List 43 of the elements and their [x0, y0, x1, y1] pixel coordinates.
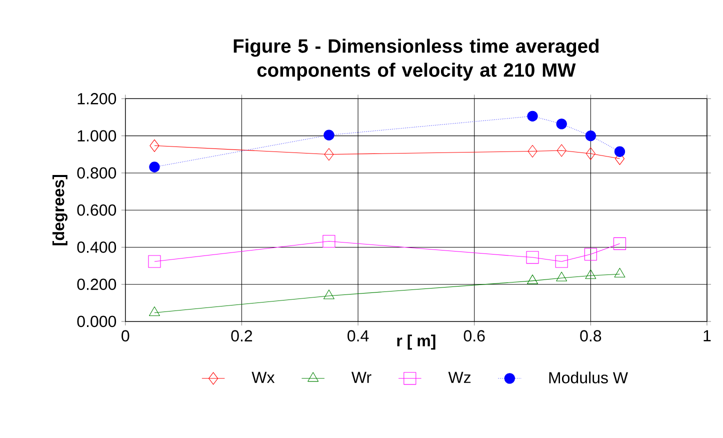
- x-tick-label: 0.4: [348, 330, 369, 342]
- point: [148, 255, 161, 268]
- x-tick-label: 1: [704, 330, 711, 342]
- x-tick-label: 0.2: [231, 330, 252, 342]
- point: [528, 145, 538, 158]
- legend-label: Wz: [448, 372, 471, 384]
- y-tick-label: 1.200: [78, 93, 116, 105]
- x-tick-label: 0: [122, 330, 130, 342]
- point: [556, 272, 568, 282]
- y-tick-label: 0.600: [77, 204, 116, 216]
- point: [556, 144, 566, 157]
- legend-label: Wx: [252, 372, 275, 384]
- point: [149, 306, 160, 316]
- y-tick-label: 0.200: [77, 278, 116, 290]
- x-tick-label: 0.6: [464, 330, 485, 342]
- point: [614, 268, 626, 278]
- point: [323, 290, 334, 300]
- y-tick-label: 1.000: [78, 130, 116, 142]
- point: [586, 148, 596, 160]
- point: [613, 238, 626, 250]
- point: [526, 251, 539, 264]
- point: [324, 130, 334, 141]
- y-tick-label: 0.800: [77, 168, 116, 179]
- point: [585, 130, 596, 142]
- x-tick-label: 0.8: [580, 330, 602, 342]
- chart-title: Figure 5 - Dimensionless time averaged components of velocity at 210 MW: [234, 38, 598, 81]
- point: [150, 140, 160, 152]
- y-tick-label: 0.400: [77, 242, 116, 254]
- point: [584, 248, 597, 261]
- y-tick-label: 0.000: [77, 316, 116, 328]
- point: [527, 274, 538, 284]
- point: [556, 118, 567, 130]
- point: [527, 111, 538, 122]
- point: [614, 146, 626, 158]
- point: [149, 162, 160, 173]
- point: [555, 255, 568, 268]
- point: [322, 235, 336, 248]
- legend-label: Wr: [351, 372, 372, 384]
- legend-label: Modulus W: [549, 372, 628, 384]
- y-axis-title: [degrees]: [52, 175, 68, 246]
- point: [585, 270, 596, 280]
- point: [324, 148, 334, 161]
- x-axis-title: r [ m]: [397, 334, 436, 350]
